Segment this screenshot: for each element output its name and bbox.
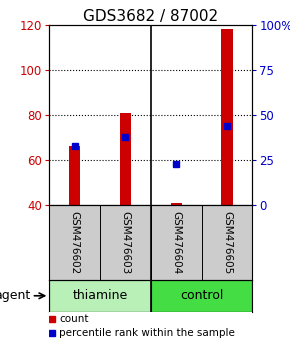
- Bar: [151, 280, 252, 312]
- Bar: [171, 202, 182, 205]
- Text: thiamine: thiamine: [72, 289, 128, 302]
- Text: GSM476603: GSM476603: [120, 211, 130, 274]
- Text: GSM476602: GSM476602: [70, 211, 80, 274]
- Text: agent: agent: [0, 289, 30, 302]
- Text: control: control: [180, 289, 223, 302]
- Bar: [69, 146, 80, 205]
- Text: GSM476604: GSM476604: [171, 211, 181, 274]
- Text: count: count: [59, 314, 89, 324]
- Bar: [221, 29, 233, 205]
- Text: GSM476605: GSM476605: [222, 211, 232, 274]
- Text: percentile rank within the sample: percentile rank within the sample: [59, 328, 235, 338]
- Title: GDS3682 / 87002: GDS3682 / 87002: [83, 8, 218, 24]
- Bar: [120, 113, 131, 205]
- Bar: [49, 280, 151, 312]
